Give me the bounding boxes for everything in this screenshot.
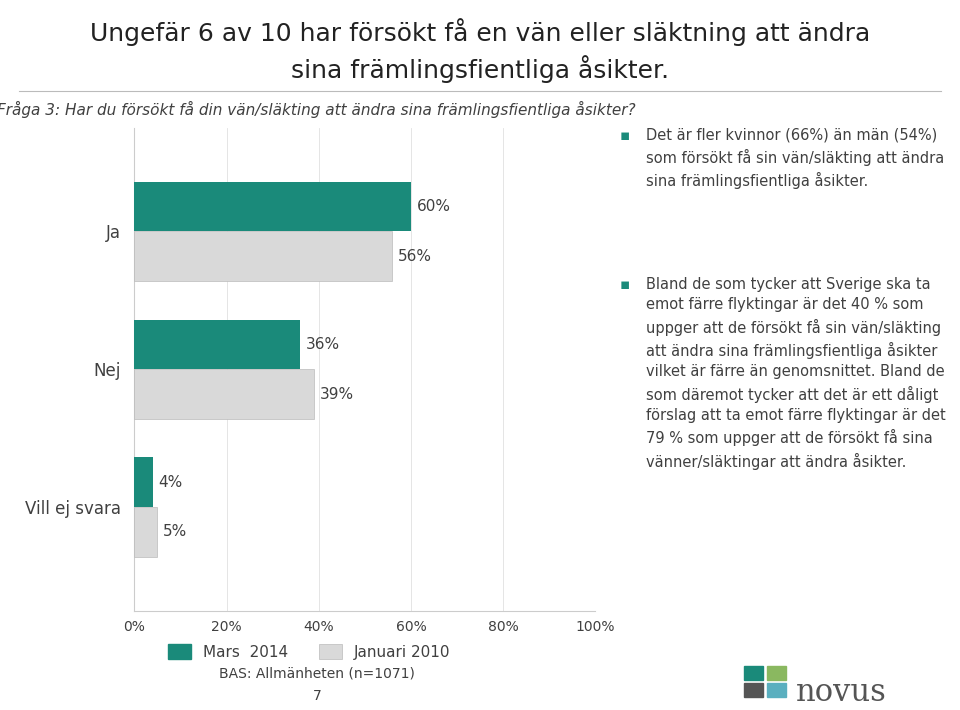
- Bar: [134, 457, 153, 507]
- Text: BAS: Allmänheten (n=1071): BAS: Allmänheten (n=1071): [219, 666, 415, 680]
- Text: novus: novus: [796, 677, 887, 709]
- Text: 39%: 39%: [320, 386, 354, 402]
- Text: Fråga 3: Har du försökt få din vän/släkting att ändra sina främlingsfientliga ås: Fråga 3: Har du försökt få din vän/släkt…: [0, 101, 636, 118]
- Text: ▪: ▪: [619, 128, 630, 143]
- Text: 7: 7: [312, 689, 322, 703]
- Text: Bland de som tycker att Sverige ska ta
emot färre flyktingar är det 40 % som
upp: Bland de som tycker att Sverige ska ta e…: [646, 277, 946, 470]
- Legend: Mars  2014, Januari 2010: Mars 2014, Januari 2010: [162, 638, 457, 666]
- Text: ▪: ▪: [619, 277, 630, 292]
- Text: Det är fler kvinnor (66%) än män (54%)
som försökt få sin vän/släkting att ändra: Det är fler kvinnor (66%) än män (54%) s…: [646, 128, 945, 190]
- Bar: [134, 182, 411, 231]
- Text: Ungefär 6 av 10 har försökt få en vän eller släktning att ändra
sina främlingsfi: Ungefär 6 av 10 har försökt få en vän el…: [90, 18, 870, 83]
- Text: 4%: 4%: [158, 475, 182, 490]
- Text: 56%: 56%: [398, 248, 432, 263]
- Text: 36%: 36%: [306, 337, 340, 352]
- Bar: [134, 507, 157, 557]
- Text: 60%: 60%: [417, 199, 450, 214]
- Bar: [134, 231, 393, 281]
- Text: 5%: 5%: [163, 525, 187, 540]
- Bar: [134, 369, 314, 419]
- Bar: [134, 320, 300, 369]
